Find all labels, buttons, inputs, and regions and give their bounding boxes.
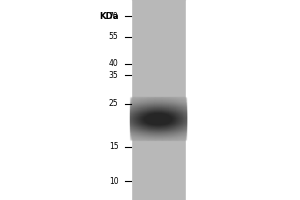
Text: 35: 35 xyxy=(109,71,118,80)
Bar xyxy=(0,0,130,200)
Text: 55: 55 xyxy=(109,32,118,41)
Text: 10: 10 xyxy=(109,177,118,186)
Bar xyxy=(130,0,186,200)
Text: KDa: KDa xyxy=(99,12,118,21)
Text: 25: 25 xyxy=(109,99,118,108)
Text: 15: 15 xyxy=(109,142,118,151)
Text: 40: 40 xyxy=(109,59,118,68)
Bar xyxy=(186,0,300,200)
Text: 70: 70 xyxy=(109,12,118,21)
